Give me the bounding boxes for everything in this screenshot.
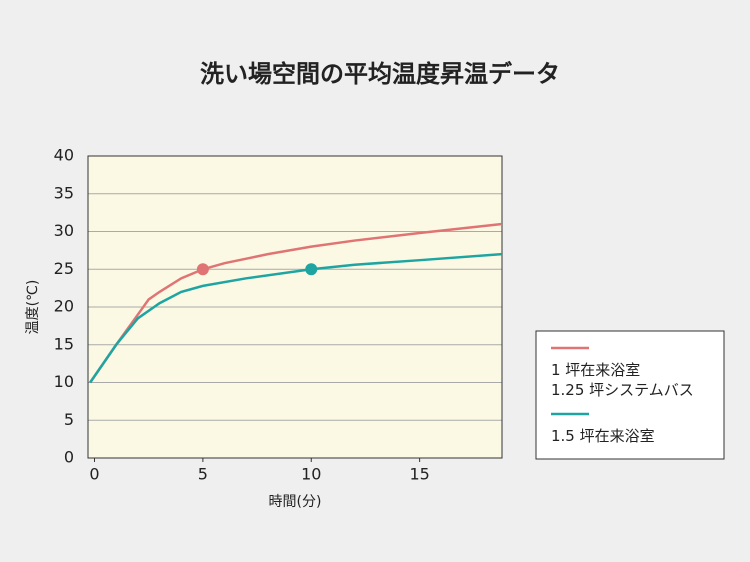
x-axis-label: 時間(分) [269,494,322,510]
legend-label-line: 1.25 坪システムバス [551,381,694,399]
legend-label: 1.5 坪在来浴室 [551,427,655,445]
legend-label-line: 1 坪在来浴室 [551,361,640,379]
y-tick-label: 30 [54,221,74,240]
y-axis-label: 温度(℃) [25,280,41,335]
y-tick-label: 10 [54,372,74,391]
marker [305,263,318,276]
x-tick-label: 0 [89,465,99,484]
x-tick-label: 10 [301,465,321,484]
marker [196,263,209,276]
plot-frame [87,155,503,459]
y-tick-label: 0 [64,448,74,467]
series-line [89,252,503,384]
legend-box [535,330,725,460]
y-tick-label: 20 [54,297,74,316]
y-tick-label: 25 [54,259,74,278]
y-tick-label: 40 [54,146,74,165]
y-tick-label: 15 [54,334,74,353]
legend-label-line: 1.5 坪在来浴室 [551,427,655,445]
y-tick-label: 5 [64,410,74,429]
chart-title: 洗い場空間の平均温度昇温データ [200,60,560,88]
legend-label: 1 坪在来浴室 1.25 坪システムバス [551,361,694,399]
y-tick-label: 35 [54,183,74,202]
x-tick-label: 15 [409,465,429,484]
x-tick-label: 5 [198,465,208,484]
